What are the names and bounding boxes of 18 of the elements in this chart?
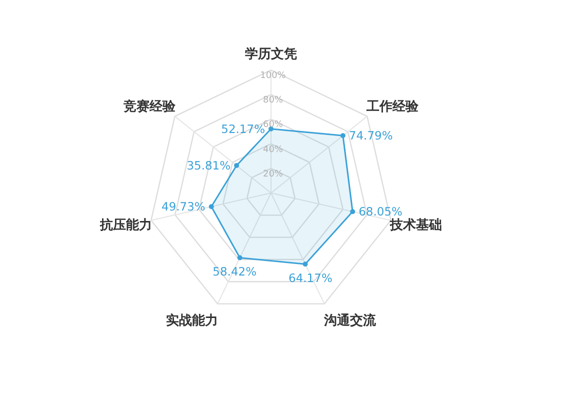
spoke-label: 学历文凭 <box>245 46 297 62</box>
y-tick-label: 60% <box>262 120 284 130</box>
spoke-label: 抗压能力 <box>98 217 152 234</box>
spoke-label: 沟通交流 <box>323 312 378 328</box>
y-tick-label: 80% <box>262 96 284 106</box>
spoke-label: 技术基础 <box>389 218 442 234</box>
spoke-label: 实战能力 <box>166 312 218 328</box>
data-label: 64.17% <box>288 271 332 286</box>
data-label: 35.81% <box>186 158 231 173</box>
spoke-label: 工作经验 <box>366 100 420 115</box>
spoke-label: 竞赛经验 <box>122 98 176 115</box>
y-tick-label: 100% <box>260 71 286 81</box>
data-label: 68.05% <box>358 204 403 219</box>
data-label: 49.73% <box>162 200 206 214</box>
data-label: 74.79% <box>348 128 393 143</box>
y-tick-label: 20% <box>262 169 284 180</box>
data-label: 58.42% <box>212 264 257 279</box>
y-tick-label: 40% <box>262 144 284 155</box>
